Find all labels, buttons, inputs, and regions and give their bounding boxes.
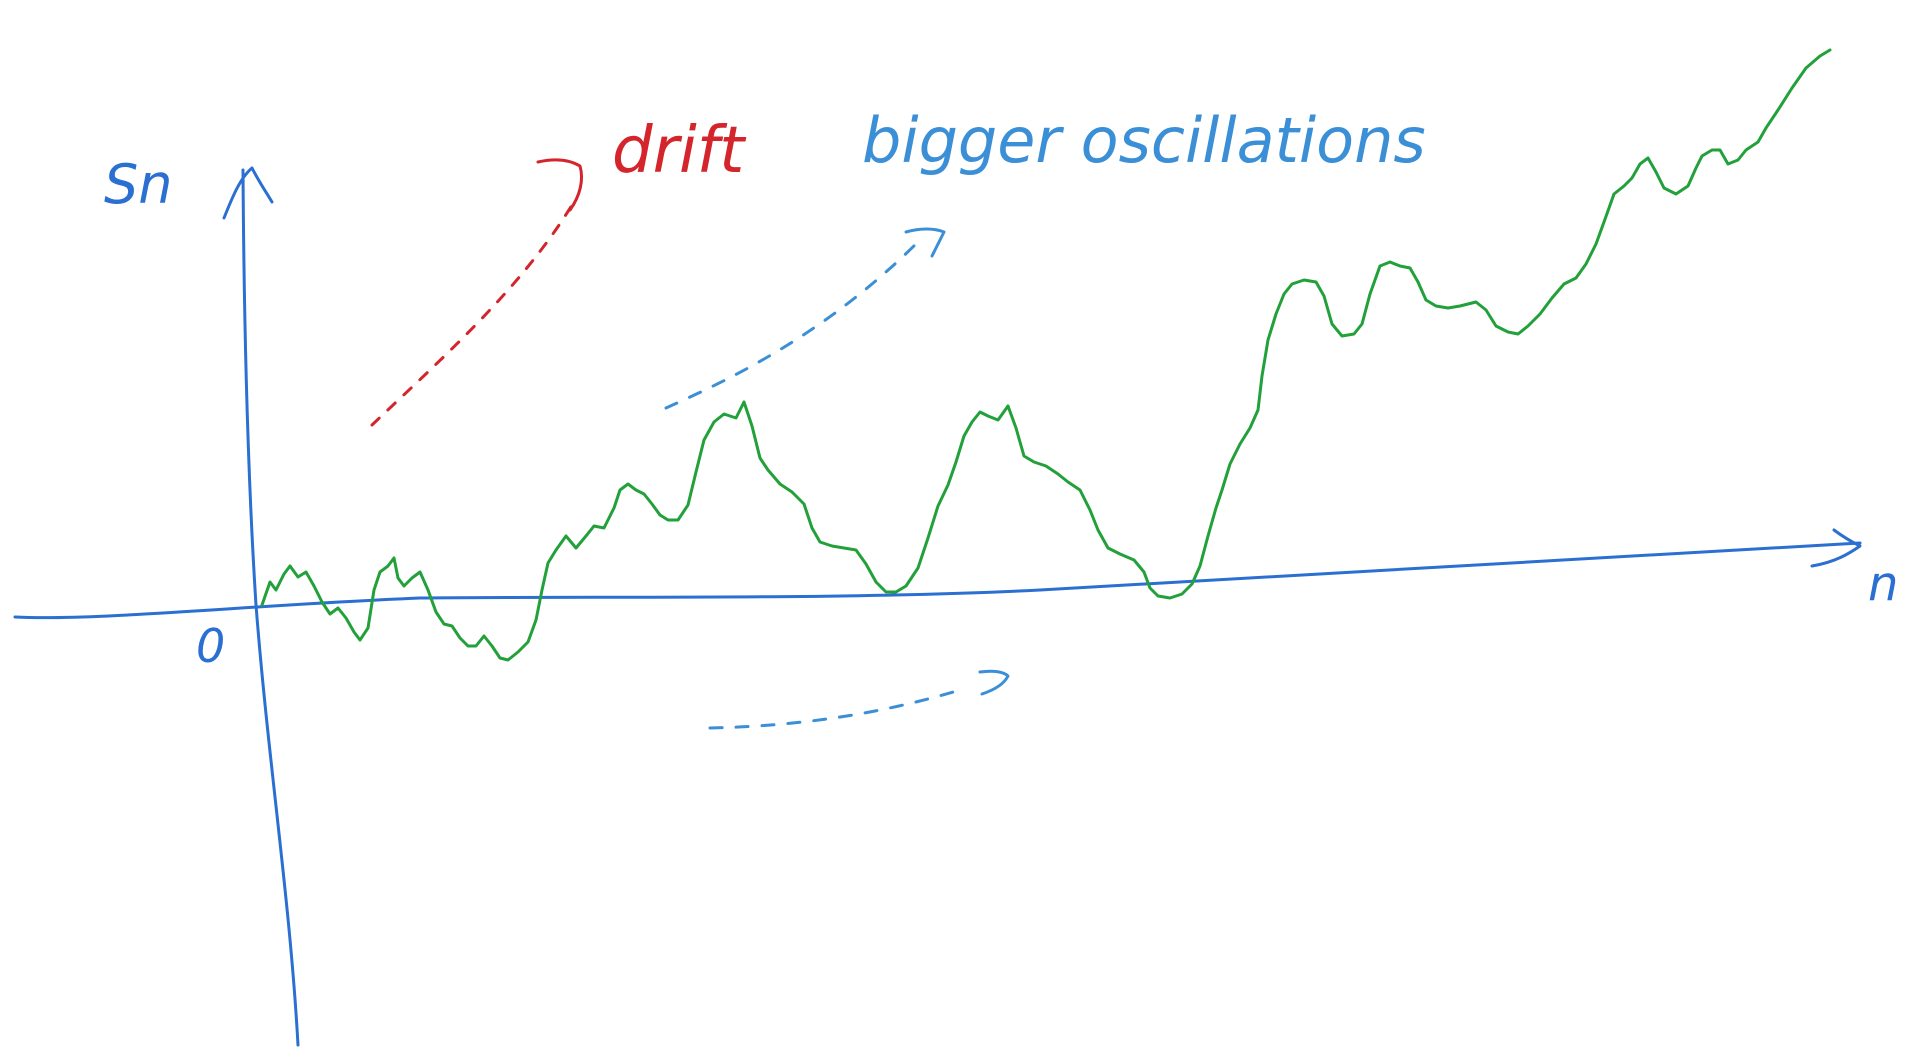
oscillation-upper-dashed-arrow: [664, 238, 922, 410]
x-axis-line: [13, 541, 1862, 620]
y-axis-line: [241, 168, 300, 1047]
oscillation-lower-dashed-arrow: [708, 688, 962, 730]
oscillations-label: bigger oscillations: [862, 104, 1426, 177]
x-axis-label: n: [1868, 556, 1898, 612]
drift-label: drift: [612, 114, 747, 188]
oscillation-upper-arrowhead: [904, 227, 946, 258]
drift-arrowhead: [536, 158, 584, 212]
y-axis-label: Sn: [104, 153, 173, 216]
x-axis-arrowhead: [1810, 528, 1862, 568]
y-axis-arrowhead: [222, 166, 274, 220]
random-walk-path: [260, 48, 1832, 662]
origin-label: 0: [196, 619, 225, 673]
oscillation-lower-arrowhead: [978, 669, 1010, 696]
drift-dashed-arrow: [370, 203, 574, 427]
